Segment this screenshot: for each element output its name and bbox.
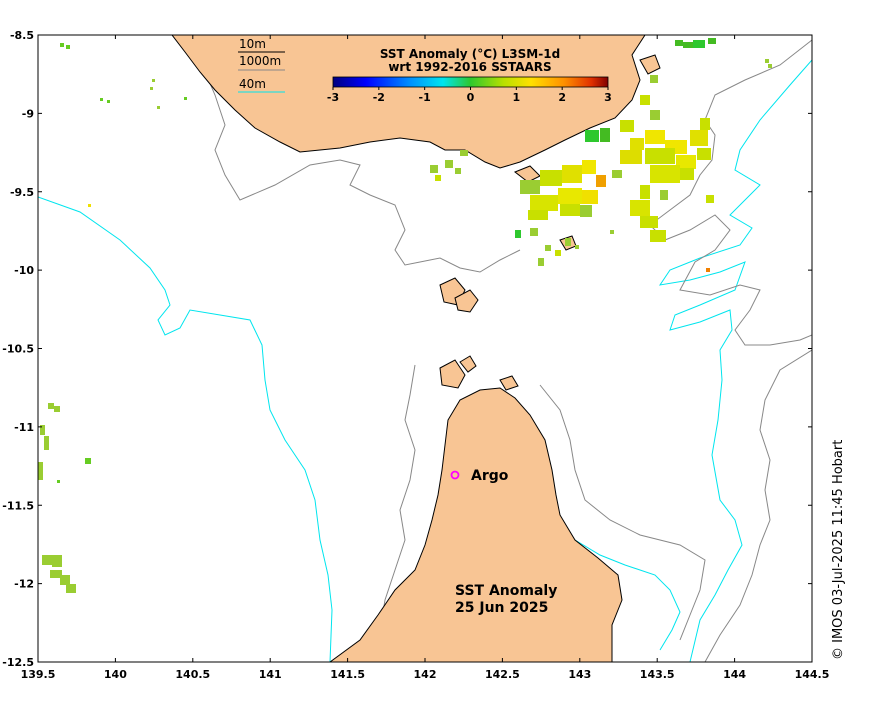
colorbar: SST Anomaly (°C) L3SM-1d wrt 1992-2016 S… bbox=[327, 47, 612, 104]
y-tick-label: -8.5 bbox=[10, 29, 34, 42]
y-axis: -8.5-9-9.5-10-10.5-11-11.5-12-12.5 bbox=[2, 29, 812, 669]
x-tick-label: 141 bbox=[259, 668, 282, 681]
island-4 bbox=[459, 355, 477, 373]
island-2 bbox=[454, 289, 479, 313]
x-tick-label: 142 bbox=[414, 668, 437, 681]
isobath-40m-west bbox=[38, 196, 333, 662]
colorbar-gradient bbox=[332, 76, 609, 88]
x-tick-label: 143 bbox=[568, 668, 591, 681]
colorbar-tick-label: 1 bbox=[513, 91, 521, 104]
colorbar-ticks: -3 -2 -1 0 1 2 3 bbox=[327, 87, 612, 104]
x-tick-label: 140.5 bbox=[175, 668, 210, 681]
isobath-1000m-east bbox=[649, 39, 812, 346]
x-tick-label: 142.5 bbox=[485, 668, 520, 681]
isobath-1000m-north bbox=[184, 35, 521, 273]
isobath-1000m-cape-east bbox=[704, 349, 812, 662]
y-tick-label: -12.5 bbox=[2, 656, 34, 669]
x-tick-label: 144.5 bbox=[795, 668, 830, 681]
credit-text: © IMOS 03-Jul-2025 11:45 Hobart bbox=[831, 440, 846, 660]
colorbar-tick-label: 0 bbox=[467, 91, 475, 104]
y-tick-label: -9 bbox=[22, 107, 34, 120]
x-tick-label: 140 bbox=[104, 668, 127, 681]
sst-pixels bbox=[38, 38, 772, 593]
y-tick-label: -11 bbox=[14, 421, 34, 434]
x-tick-label: 141.5 bbox=[330, 668, 365, 681]
x-tick-label: 139.5 bbox=[21, 668, 56, 681]
x-tick-label: 143.5 bbox=[640, 668, 675, 681]
land-cape-york bbox=[329, 387, 623, 662]
island-3 bbox=[439, 359, 466, 389]
colorbar-tick-label: 3 bbox=[604, 91, 612, 104]
isobath-1000m-inner bbox=[539, 384, 706, 641]
argo-marker[interactable] bbox=[450, 470, 460, 480]
land-new-guinea bbox=[171, 35, 646, 169]
legend-label-40m: 40m bbox=[239, 77, 266, 91]
legend-label-1000m: 1000m bbox=[239, 54, 281, 68]
annotation-date: 25 Jun 2025 bbox=[455, 600, 548, 616]
colorbar-title-line2: wrt 1992-2016 SSTAARS bbox=[388, 60, 551, 74]
isobath-40m-east bbox=[658, 59, 812, 662]
colorbar-tick-label: -3 bbox=[327, 91, 339, 104]
y-tick-label: -10.5 bbox=[2, 343, 34, 356]
annotation-title: SST Anomaly bbox=[455, 583, 557, 599]
x-axis: 139.5 140 140.5 141 141.5 142 142.5 143 143.5 144… bbox=[21, 35, 830, 681]
colorbar-title-line1: SST Anomaly (°C) L3SM-1d bbox=[380, 47, 560, 61]
island-8 bbox=[499, 375, 519, 391]
island-5 bbox=[513, 165, 541, 183]
y-tick-label: -10 bbox=[14, 264, 34, 277]
argo-label: Argo bbox=[471, 468, 509, 484]
y-tick-label: -9.5 bbox=[10, 186, 34, 199]
plot-area bbox=[38, 35, 812, 662]
colorbar-tick-label: -2 bbox=[373, 91, 385, 104]
isobath-legend: 10m 1000m 40m bbox=[238, 37, 285, 93]
x-tick-label: 144 bbox=[723, 668, 746, 681]
y-tick-label: -12 bbox=[14, 578, 34, 591]
colorbar-tick-label: 2 bbox=[558, 91, 566, 104]
y-tick-label: -11.5 bbox=[2, 499, 34, 512]
island-7 bbox=[639, 54, 661, 75]
colorbar-tick-label: -1 bbox=[419, 91, 431, 104]
legend-label-10m: 10m bbox=[239, 37, 266, 51]
